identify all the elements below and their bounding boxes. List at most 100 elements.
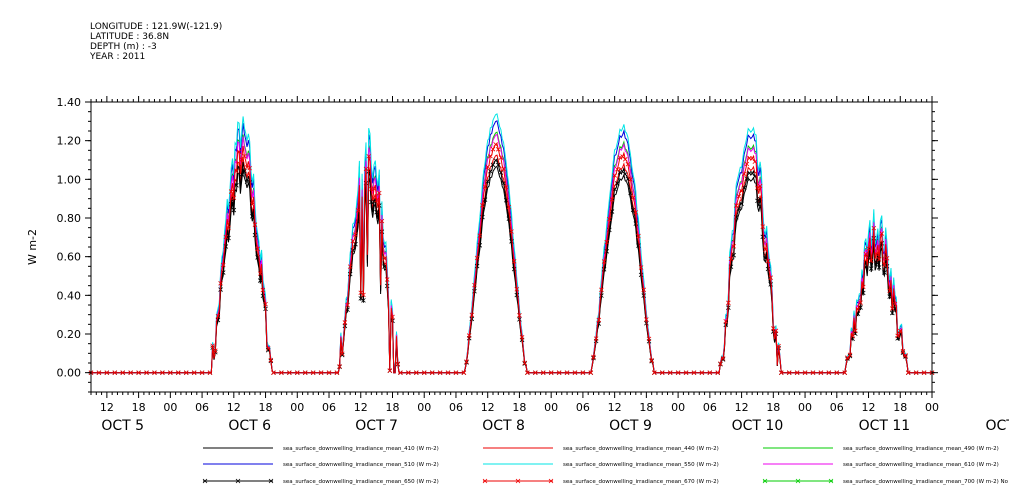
series-marker-7 — [863, 251, 869, 257]
series-marker-7 — [453, 370, 459, 375]
series-marker-7 — [223, 234, 229, 240]
series-marker-7 — [860, 284, 866, 290]
series-marker-7 — [347, 264, 353, 269]
series-marker-7 — [220, 262, 226, 268]
series-marker-7 — [366, 153, 371, 159]
series-marker-7 — [900, 348, 906, 354]
x-hour-label: 06 — [195, 401, 209, 414]
series-marker-6 — [599, 293, 604, 298]
series-marker-7 — [345, 302, 350, 308]
series-marker-7 — [622, 157, 628, 162]
series-marker-7 — [287, 370, 292, 375]
x-hour-label: 12 — [100, 401, 114, 414]
series-marker-7 — [498, 155, 504, 160]
series-marker-7 — [503, 184, 509, 190]
series-marker-6 — [731, 252, 736, 258]
series-marker-7 — [191, 370, 197, 375]
series-marker-7 — [741, 171, 747, 177]
series-marker-7 — [522, 360, 528, 366]
series-line-2 — [91, 131, 932, 374]
x-hour-label: 18 — [385, 401, 399, 414]
x-hour-label: 00 — [417, 401, 431, 414]
chart-header: LONGITUDE : 121.9W(-121.9) LATITUDE : 36… — [90, 22, 222, 62]
series-marker-7 — [728, 256, 734, 262]
series-marker-7 — [437, 370, 443, 375]
series-marker-6 — [868, 266, 874, 271]
series-marker-7 — [482, 184, 488, 189]
series-marker-7 — [826, 370, 832, 375]
series-marker-6 — [242, 168, 247, 174]
series-marker-7 — [691, 370, 697, 375]
series-marker-7 — [699, 370, 705, 375]
x-hour-label: 06 — [703, 401, 717, 414]
series-marker-7 — [144, 370, 149, 375]
x-hour-label: 12 — [354, 401, 368, 414]
series-marker-6 — [860, 290, 866, 296]
series-marker-7 — [641, 287, 647, 293]
series-marker-7 — [533, 370, 538, 375]
series-marker-7 — [892, 301, 898, 307]
series-marker-7 — [379, 218, 385, 224]
legend-marker-8 — [795, 478, 801, 484]
series-marker-7 — [213, 348, 218, 353]
x-hour-label: 00 — [925, 401, 939, 414]
series-marker-6 — [760, 234, 766, 240]
series-marker-6 — [339, 352, 345, 358]
series-marker-7 — [168, 370, 173, 375]
series-marker-6 — [625, 176, 631, 182]
depth-label: DEPTH (m) : -3 — [90, 42, 157, 52]
series-marker-6 — [495, 162, 501, 168]
series-marker-7 — [850, 333, 855, 339]
series-marker-7 — [228, 189, 234, 194]
series-marker-7 — [239, 157, 245, 162]
series-marker-6 — [744, 176, 750, 181]
legend-entry-1: sea_surface_downwelling_irradiance_mean_… — [563, 446, 719, 452]
series-marker-7 — [607, 216, 612, 222]
series-marker-7 — [421, 370, 427, 375]
series-marker-7 — [749, 156, 755, 161]
series-marker-7 — [763, 247, 768, 252]
series-marker-7 — [646, 336, 652, 342]
series-marker-6 — [617, 170, 623, 175]
legend-entry-3: sea_surface_downwelling_irradiance_mean_… — [283, 462, 439, 468]
series-marker-7 — [638, 265, 644, 270]
series-marker-6 — [250, 214, 255, 219]
series-marker-7 — [847, 352, 853, 358]
x-hour-label: 18 — [132, 401, 146, 414]
series-marker-6 — [257, 278, 263, 283]
series-marker-7 — [461, 370, 467, 375]
series-marker-7 — [649, 358, 654, 363]
series-marker-7 — [890, 306, 895, 311]
series-marker-7 — [601, 259, 607, 264]
series-marker-7 — [371, 186, 377, 191]
series-marker-7 — [667, 370, 673, 375]
series-marker-7 — [903, 353, 908, 358]
legend-marker-7 — [548, 478, 554, 484]
series-marker-7 — [517, 313, 522, 318]
series-marker-7 — [128, 370, 133, 375]
x-hour-label: 06 — [322, 401, 336, 414]
y-tick-label: 1.20 — [57, 135, 82, 148]
series-marker-7 — [199, 370, 205, 375]
series-marker-7 — [398, 370, 403, 375]
x-hour-label: 18 — [893, 401, 907, 414]
series-marker-7 — [778, 370, 784, 375]
series-marker-7 — [477, 233, 483, 239]
series-marker-7 — [834, 370, 840, 375]
series-marker-7 — [271, 370, 276, 375]
series-marker-6 — [482, 197, 488, 203]
series-line-5 — [91, 133, 932, 374]
y-tick-label: 0.80 — [57, 212, 82, 225]
series-marker-7 — [250, 202, 255, 207]
series-marker-7 — [506, 204, 512, 210]
x-day-label: OCT 12 — [986, 418, 1009, 434]
series-marker-7 — [279, 370, 284, 375]
legend-entry-5: sea_surface_downwelling_irradiance_mean_… — [843, 462, 999, 468]
x-day-label: OCT 7 — [355, 418, 398, 434]
series-marker-7 — [247, 165, 252, 171]
series-marker-7 — [252, 222, 258, 227]
series-marker-7 — [509, 229, 514, 234]
series-marker-7 — [757, 183, 763, 189]
series-marker-7 — [382, 256, 387, 261]
